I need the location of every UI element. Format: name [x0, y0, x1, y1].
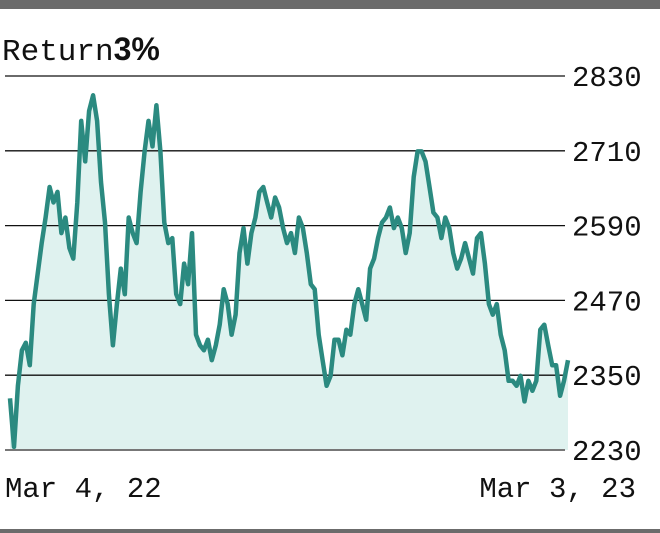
line	[7, 93, 571, 450]
title-text: Return	[2, 35, 114, 70]
y-tick-label: 2830	[572, 62, 642, 95]
bottom-bar	[0, 529, 660, 533]
title-value: 3%	[114, 31, 160, 67]
top-bar	[0, 0, 660, 9]
y-tick-label: 2350	[572, 361, 642, 394]
x-tick-label: Mar 4, 22	[5, 473, 162, 506]
y-tick-label: 2590	[572, 212, 642, 245]
y-tick-label: 2230	[572, 436, 642, 469]
y-tick-label: 2470	[572, 286, 642, 319]
y-tick-label: 2710	[572, 137, 642, 170]
chart-title: Return3%	[2, 31, 160, 70]
x-tick-label: Mar 3, 23	[479, 473, 636, 506]
